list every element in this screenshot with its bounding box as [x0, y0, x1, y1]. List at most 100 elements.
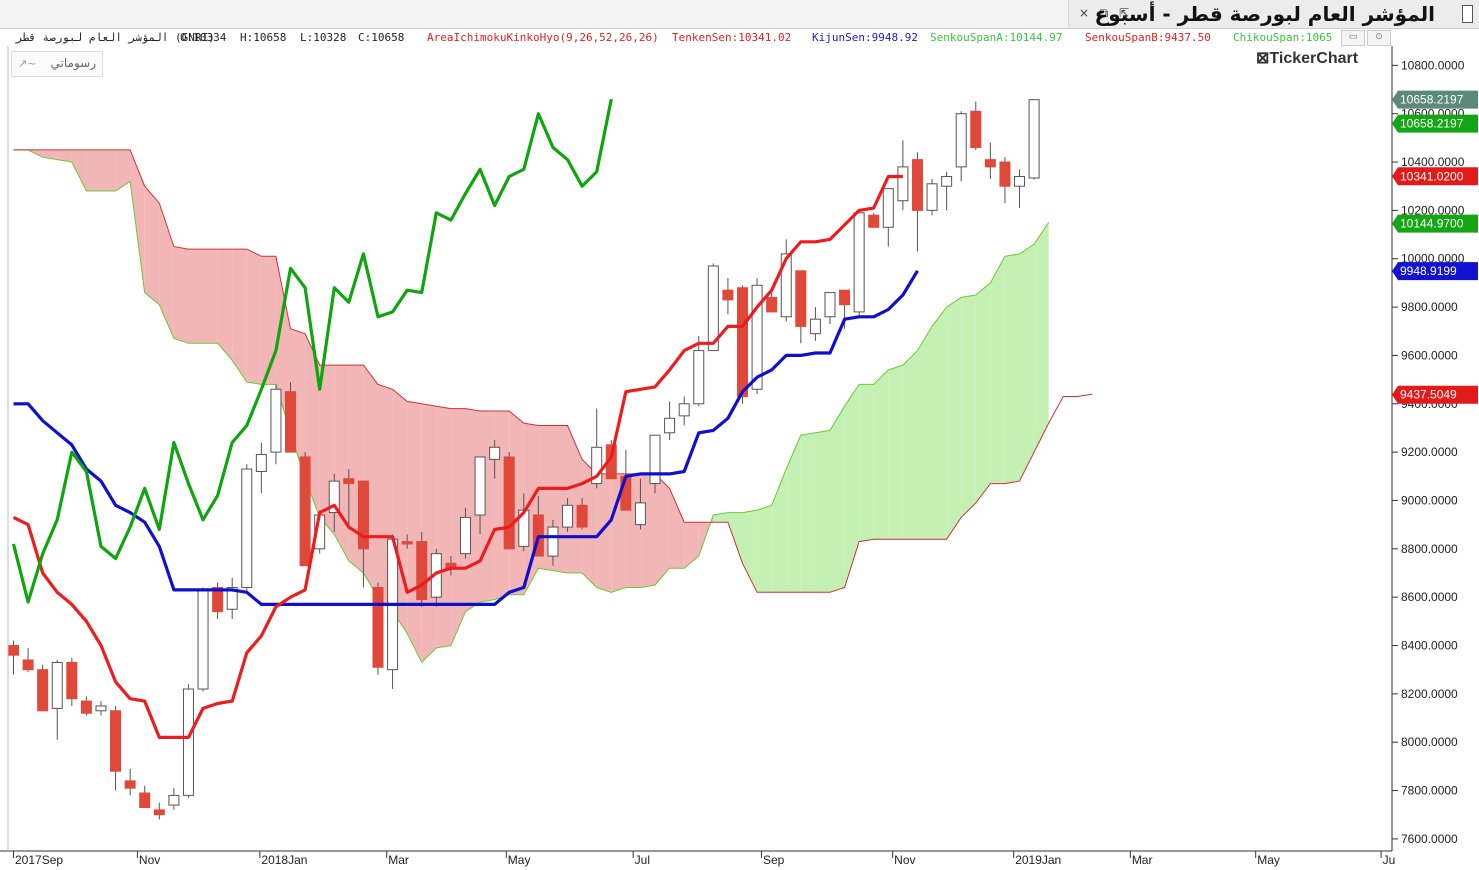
cloud-segment — [757, 505, 772, 593]
cloud-segment — [173, 246, 189, 344]
y-tick-label: 10800.0000 — [1401, 58, 1465, 72]
legend-indicator[interactable]: AreaIchimokuKinkoHyo(9,26,52,26,26) — [427, 31, 659, 44]
candle-body — [489, 446, 501, 460]
cloud-segment — [334, 365, 349, 561]
candle-body — [1014, 176, 1026, 187]
candle-body — [401, 541, 413, 545]
cloud-segment — [203, 249, 218, 344]
candle-body — [182, 688, 194, 796]
candle-body — [853, 212, 865, 313]
x-tick-label: Mar — [1132, 853, 1153, 867]
cloud-segment — [742, 510, 758, 593]
candle-body — [153, 809, 165, 816]
candle-body — [678, 403, 690, 417]
candle-body — [795, 270, 807, 327]
candle-body — [737, 287, 748, 398]
senkou-span-a-line — [13, 149, 1050, 664]
candle-body — [911, 159, 923, 211]
candle-body — [1028, 99, 1040, 179]
price-badge — [1392, 90, 1478, 109]
candle-body — [474, 456, 486, 516]
cloud-segment — [727, 512, 743, 564]
cloud-segment — [859, 384, 874, 542]
cloud-segment — [144, 186, 160, 305]
candle-body — [51, 661, 63, 709]
cloud-segment — [902, 350, 918, 540]
legend-span-a: SenkouSpanA:10144.97 — [930, 31, 1063, 44]
cloud-segment — [888, 365, 903, 540]
price-badge-label: 9437.5049 — [1400, 388, 1457, 402]
candle-body — [693, 350, 705, 405]
candle-body — [897, 166, 909, 202]
legend-low: L:10328 — [300, 31, 347, 44]
window-title: المؤشر العام لبورصة قطر - أسبوع — [1094, 2, 1435, 26]
candle-body — [664, 417, 676, 434]
candle-body — [459, 516, 471, 555]
y-tick-label: 7800.0000 — [1401, 784, 1458, 798]
x-tick-label: 2018Jan — [261, 853, 307, 867]
candle-body — [955, 113, 967, 168]
candle-body — [707, 265, 719, 352]
candle-body — [241, 468, 253, 589]
my-drawings-button[interactable]: ↗~ رسوماتي — [11, 51, 103, 77]
y-tick-label: 7600.0000 — [1401, 832, 1458, 846]
watermark-text: TickerChart — [1269, 50, 1359, 67]
candle-body — [299, 456, 311, 567]
cloud-segment — [217, 249, 233, 361]
legend-symbol: المؤشر العام لبورصة قطر (GNRI) — [16, 31, 215, 44]
cloud-segment — [1019, 244, 1035, 482]
close-icon[interactable]: × — [1078, 6, 1090, 20]
candle-body — [357, 480, 369, 550]
price-badge — [1392, 385, 1478, 404]
candle-body — [255, 454, 267, 472]
cloud-segment — [844, 384, 860, 588]
candle-body — [839, 289, 851, 306]
legend-open: O:10334 — [180, 31, 227, 44]
candle-body — [868, 214, 880, 228]
candle-body — [22, 659, 34, 671]
candle-body — [722, 289, 734, 301]
candle-body — [766, 296, 778, 313]
y-tick-label: 8200.0000 — [1401, 687, 1458, 701]
cloud-segment — [655, 473, 670, 586]
y-tick-label: 9000.0000 — [1401, 493, 1458, 507]
y-tick-label: 10400.0000 — [1401, 155, 1465, 169]
detach-icon[interactable]: ⇱ — [1118, 6, 1130, 20]
candle-body — [503, 456, 515, 550]
candle-body — [270, 388, 282, 453]
x-axis-labels: 2017Sep Nov 2018Jan Mar May Jul Sep Nov 2019Jan M… — [13, 851, 1396, 867]
x-tick-label: Ju — [1383, 853, 1396, 867]
watermark-logo-icon: ⊠ — [1256, 50, 1270, 67]
y-tick-label: 9600.0000 — [1401, 348, 1458, 362]
x-tick-label: Sep — [763, 853, 785, 867]
cloud-segment — [946, 297, 962, 540]
cloud-segment — [771, 469, 787, 593]
ichimoku-cloud — [28, 149, 1049, 663]
candle-body — [824, 292, 836, 318]
x-tick-label: May — [1257, 853, 1280, 867]
price-badge-label: 10658.2197 — [1400, 93, 1464, 107]
price-badge — [1392, 114, 1478, 133]
cloud-segment — [130, 149, 145, 293]
y-tick-label: 9200.0000 — [1401, 445, 1458, 459]
senkou-span-b-line — [13, 149, 1093, 593]
indicator-settings-icon[interactable]: ⊙ — [1367, 30, 1391, 46]
cloud-segment — [917, 326, 933, 540]
cloud-segment — [582, 459, 597, 588]
candle-body — [576, 504, 588, 528]
cloud-segment — [961, 294, 976, 518]
restore-icon[interactable]: ⧉ — [1099, 6, 1109, 20]
candle-body — [941, 176, 953, 187]
price-badge-label: 10144.9700 — [1400, 217, 1464, 231]
y-tick-label: 10200.0000 — [1401, 203, 1465, 217]
x-tick-label: Nov — [894, 853, 915, 867]
cloud-segment — [990, 256, 1005, 484]
price-badge-label: 9948.9199 — [1400, 264, 1457, 278]
window-menu-icon[interactable] — [1462, 5, 1473, 23]
price-badge-label: 10658.2197 — [1400, 117, 1464, 131]
y-tick-label: 8400.0000 — [1401, 639, 1458, 653]
indicator-window-icon[interactable]: ▭ — [1341, 30, 1365, 46]
kijun-sen-line — [13, 269, 919, 607]
